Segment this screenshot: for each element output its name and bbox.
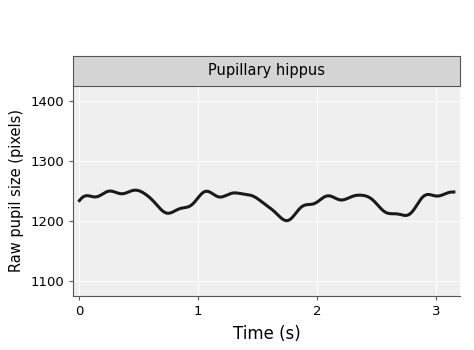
Text: Pupillary hippus: Pupillary hippus bbox=[208, 63, 325, 78]
Y-axis label: Raw pupil size (pixels): Raw pupil size (pixels) bbox=[9, 109, 24, 272]
X-axis label: Time (s): Time (s) bbox=[233, 325, 301, 343]
